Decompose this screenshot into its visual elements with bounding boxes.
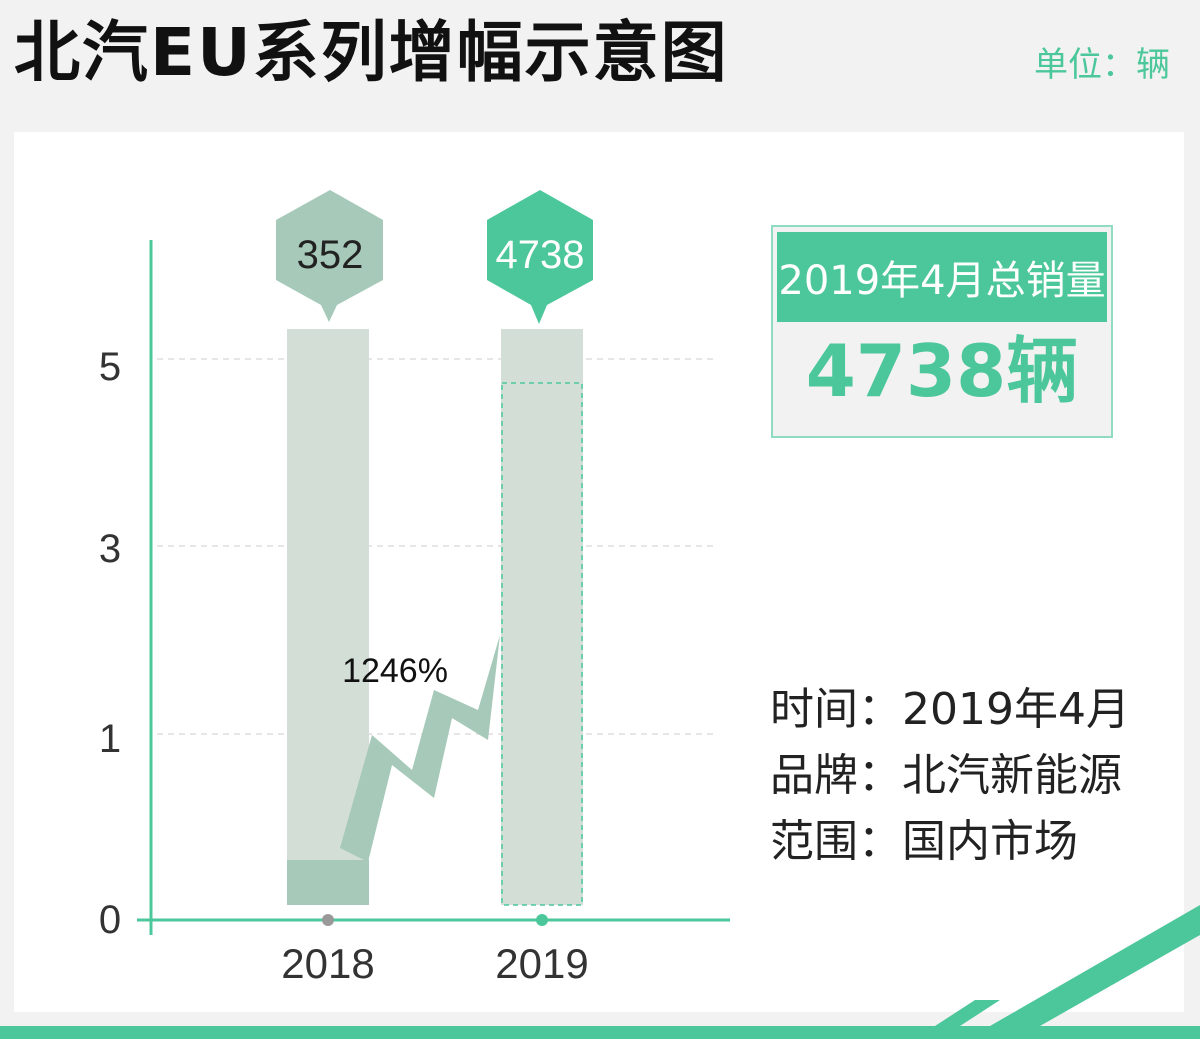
value-marker-2018 [276, 190, 383, 322]
info-scope: 范围：国内市场 [770, 816, 1078, 867]
data-label-2018: 352 [297, 233, 364, 277]
growth-arrow [340, 635, 500, 862]
y-tick-5: 5 [99, 345, 121, 389]
x-tick-2018: 2018 [281, 940, 374, 987]
bar-bg-2019 [501, 329, 583, 905]
value-marker-2019 [487, 190, 593, 324]
bottom-band [0, 1026, 1200, 1039]
info-brand: 品牌：北汽新能源 [770, 750, 1122, 801]
y-tick-0: 0 [99, 898, 121, 942]
growth-label: 1246% [342, 652, 448, 690]
x-tick-2019: 2019 [495, 940, 588, 987]
corner-stripe-1 [935, 1000, 1000, 1026]
summary-value: 4738辆 [805, 329, 1079, 413]
y-tick-1: 1 [99, 717, 121, 761]
chart-title: 北汽EU系列增幅示意图 [14, 14, 729, 91]
unit-label: 单位：辆 [1034, 45, 1170, 85]
info-time: 时间：2019年4月 [770, 684, 1130, 735]
x-tick-dot-2019 [536, 914, 548, 926]
data-label-2019: 4738 [496, 233, 585, 277]
x-tick-dot-2018 [322, 914, 334, 926]
corner-stripe-2 [990, 905, 1200, 1026]
bar-2019 [501, 382, 583, 906]
summary-box: 2019年4月总销量 4738辆 [771, 225, 1113, 438]
summary-label: 2019年4月总销量 [777, 232, 1107, 322]
bar-2018 [287, 860, 369, 905]
y-tick-3: 3 [99, 527, 121, 571]
